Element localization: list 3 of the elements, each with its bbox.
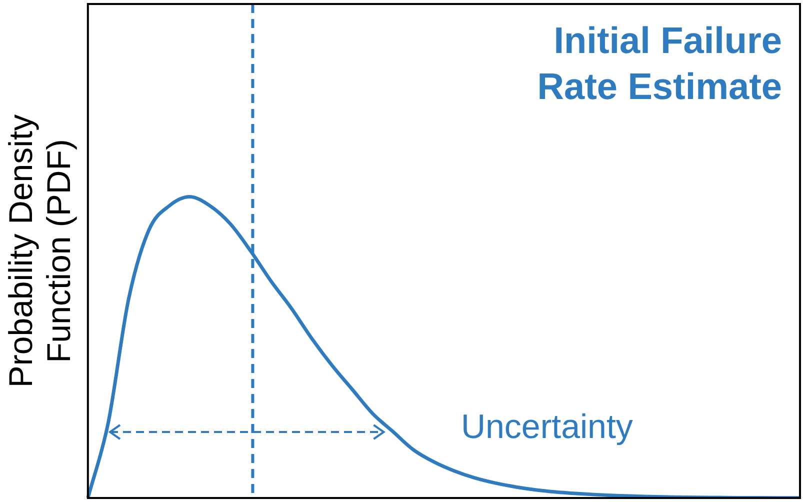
chart-title: Initial Failure Rate Estimate: [536, 19, 782, 109]
annotation: Uncertainty: [460, 408, 633, 447]
y-axis-title: Probability Density Function (PDF): [2, 114, 78, 388]
